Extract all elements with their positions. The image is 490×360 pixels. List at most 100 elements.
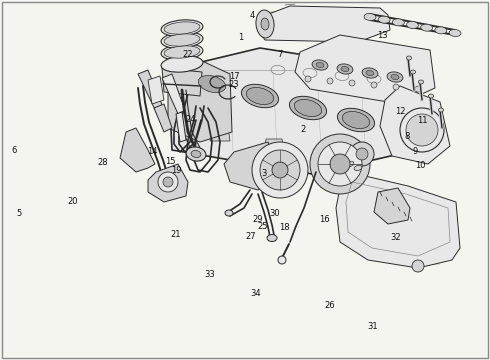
- Ellipse shape: [411, 70, 416, 74]
- Ellipse shape: [242, 84, 279, 108]
- Ellipse shape: [439, 108, 443, 112]
- Circle shape: [330, 154, 350, 174]
- Text: 27: 27: [245, 233, 256, 242]
- Text: 15: 15: [165, 158, 176, 166]
- Ellipse shape: [435, 27, 447, 34]
- Text: 14: 14: [147, 148, 157, 157]
- Polygon shape: [162, 74, 185, 114]
- Ellipse shape: [198, 76, 226, 93]
- Text: 18: 18: [279, 223, 290, 232]
- Circle shape: [327, 78, 333, 84]
- Polygon shape: [374, 188, 410, 224]
- Text: 9: 9: [413, 147, 418, 156]
- Text: 12: 12: [395, 107, 406, 116]
- Polygon shape: [148, 164, 188, 202]
- Ellipse shape: [261, 18, 269, 30]
- Ellipse shape: [225, 210, 233, 216]
- Polygon shape: [120, 128, 155, 172]
- Ellipse shape: [294, 99, 321, 117]
- Ellipse shape: [312, 60, 328, 70]
- Polygon shape: [148, 76, 164, 104]
- Circle shape: [406, 114, 438, 146]
- Ellipse shape: [418, 80, 423, 84]
- Circle shape: [318, 142, 362, 186]
- Text: 22: 22: [182, 50, 193, 59]
- Text: 6: 6: [11, 146, 16, 155]
- Text: 24: 24: [186, 115, 196, 124]
- Text: 30: 30: [269, 209, 280, 217]
- Text: 28: 28: [98, 158, 108, 167]
- Ellipse shape: [316, 62, 324, 68]
- Text: 32: 32: [391, 233, 401, 242]
- Polygon shape: [295, 35, 435, 104]
- Polygon shape: [210, 127, 230, 141]
- Circle shape: [252, 142, 308, 198]
- Text: 11: 11: [417, 116, 428, 125]
- Ellipse shape: [362, 68, 378, 78]
- Polygon shape: [258, 6, 390, 42]
- Ellipse shape: [364, 13, 376, 21]
- Ellipse shape: [191, 150, 201, 158]
- Text: 4: 4: [249, 11, 254, 20]
- Circle shape: [278, 256, 286, 264]
- Polygon shape: [224, 142, 280, 190]
- Ellipse shape: [391, 75, 399, 80]
- Ellipse shape: [421, 24, 433, 31]
- Polygon shape: [264, 139, 284, 153]
- Circle shape: [305, 76, 311, 82]
- Text: 3: 3: [261, 169, 266, 178]
- Ellipse shape: [387, 72, 403, 82]
- Text: 13: 13: [377, 31, 388, 40]
- Ellipse shape: [407, 56, 412, 60]
- Text: 7: 7: [278, 50, 283, 59]
- Circle shape: [310, 134, 370, 194]
- Circle shape: [356, 148, 368, 160]
- Circle shape: [393, 84, 399, 90]
- Ellipse shape: [161, 32, 203, 48]
- Circle shape: [349, 80, 355, 86]
- Ellipse shape: [407, 22, 418, 28]
- Text: 26: 26: [324, 301, 335, 310]
- Ellipse shape: [256, 10, 274, 38]
- Text: 31: 31: [367, 323, 378, 331]
- Ellipse shape: [186, 147, 206, 161]
- Ellipse shape: [267, 234, 277, 242]
- Ellipse shape: [378, 16, 390, 23]
- Ellipse shape: [194, 72, 231, 96]
- Polygon shape: [318, 151, 338, 165]
- Circle shape: [272, 162, 288, 178]
- Ellipse shape: [290, 96, 326, 120]
- Ellipse shape: [164, 22, 200, 34]
- Ellipse shape: [366, 71, 374, 76]
- Circle shape: [260, 150, 300, 190]
- Text: 21: 21: [170, 230, 181, 239]
- Text: 16: 16: [319, 215, 330, 224]
- Text: 1: 1: [239, 33, 244, 42]
- Polygon shape: [168, 48, 408, 174]
- Ellipse shape: [354, 165, 362, 171]
- Circle shape: [371, 82, 377, 88]
- Polygon shape: [168, 60, 232, 142]
- Text: 5: 5: [16, 210, 21, 218]
- Text: 10: 10: [415, 161, 426, 170]
- Text: 33: 33: [204, 270, 215, 279]
- Ellipse shape: [449, 30, 461, 36]
- Circle shape: [158, 172, 178, 192]
- Ellipse shape: [161, 56, 203, 72]
- Polygon shape: [138, 70, 165, 116]
- Text: 19: 19: [171, 166, 182, 175]
- Ellipse shape: [428, 94, 434, 98]
- Ellipse shape: [164, 46, 200, 58]
- Text: 20: 20: [67, 197, 78, 206]
- Ellipse shape: [343, 112, 369, 129]
- Circle shape: [415, 86, 421, 92]
- Polygon shape: [162, 68, 202, 96]
- Ellipse shape: [161, 44, 203, 60]
- Text: 25: 25: [257, 222, 268, 231]
- Circle shape: [163, 177, 173, 187]
- Ellipse shape: [392, 19, 404, 26]
- Ellipse shape: [338, 108, 374, 132]
- Ellipse shape: [164, 34, 200, 46]
- Ellipse shape: [337, 64, 353, 74]
- Polygon shape: [336, 172, 460, 268]
